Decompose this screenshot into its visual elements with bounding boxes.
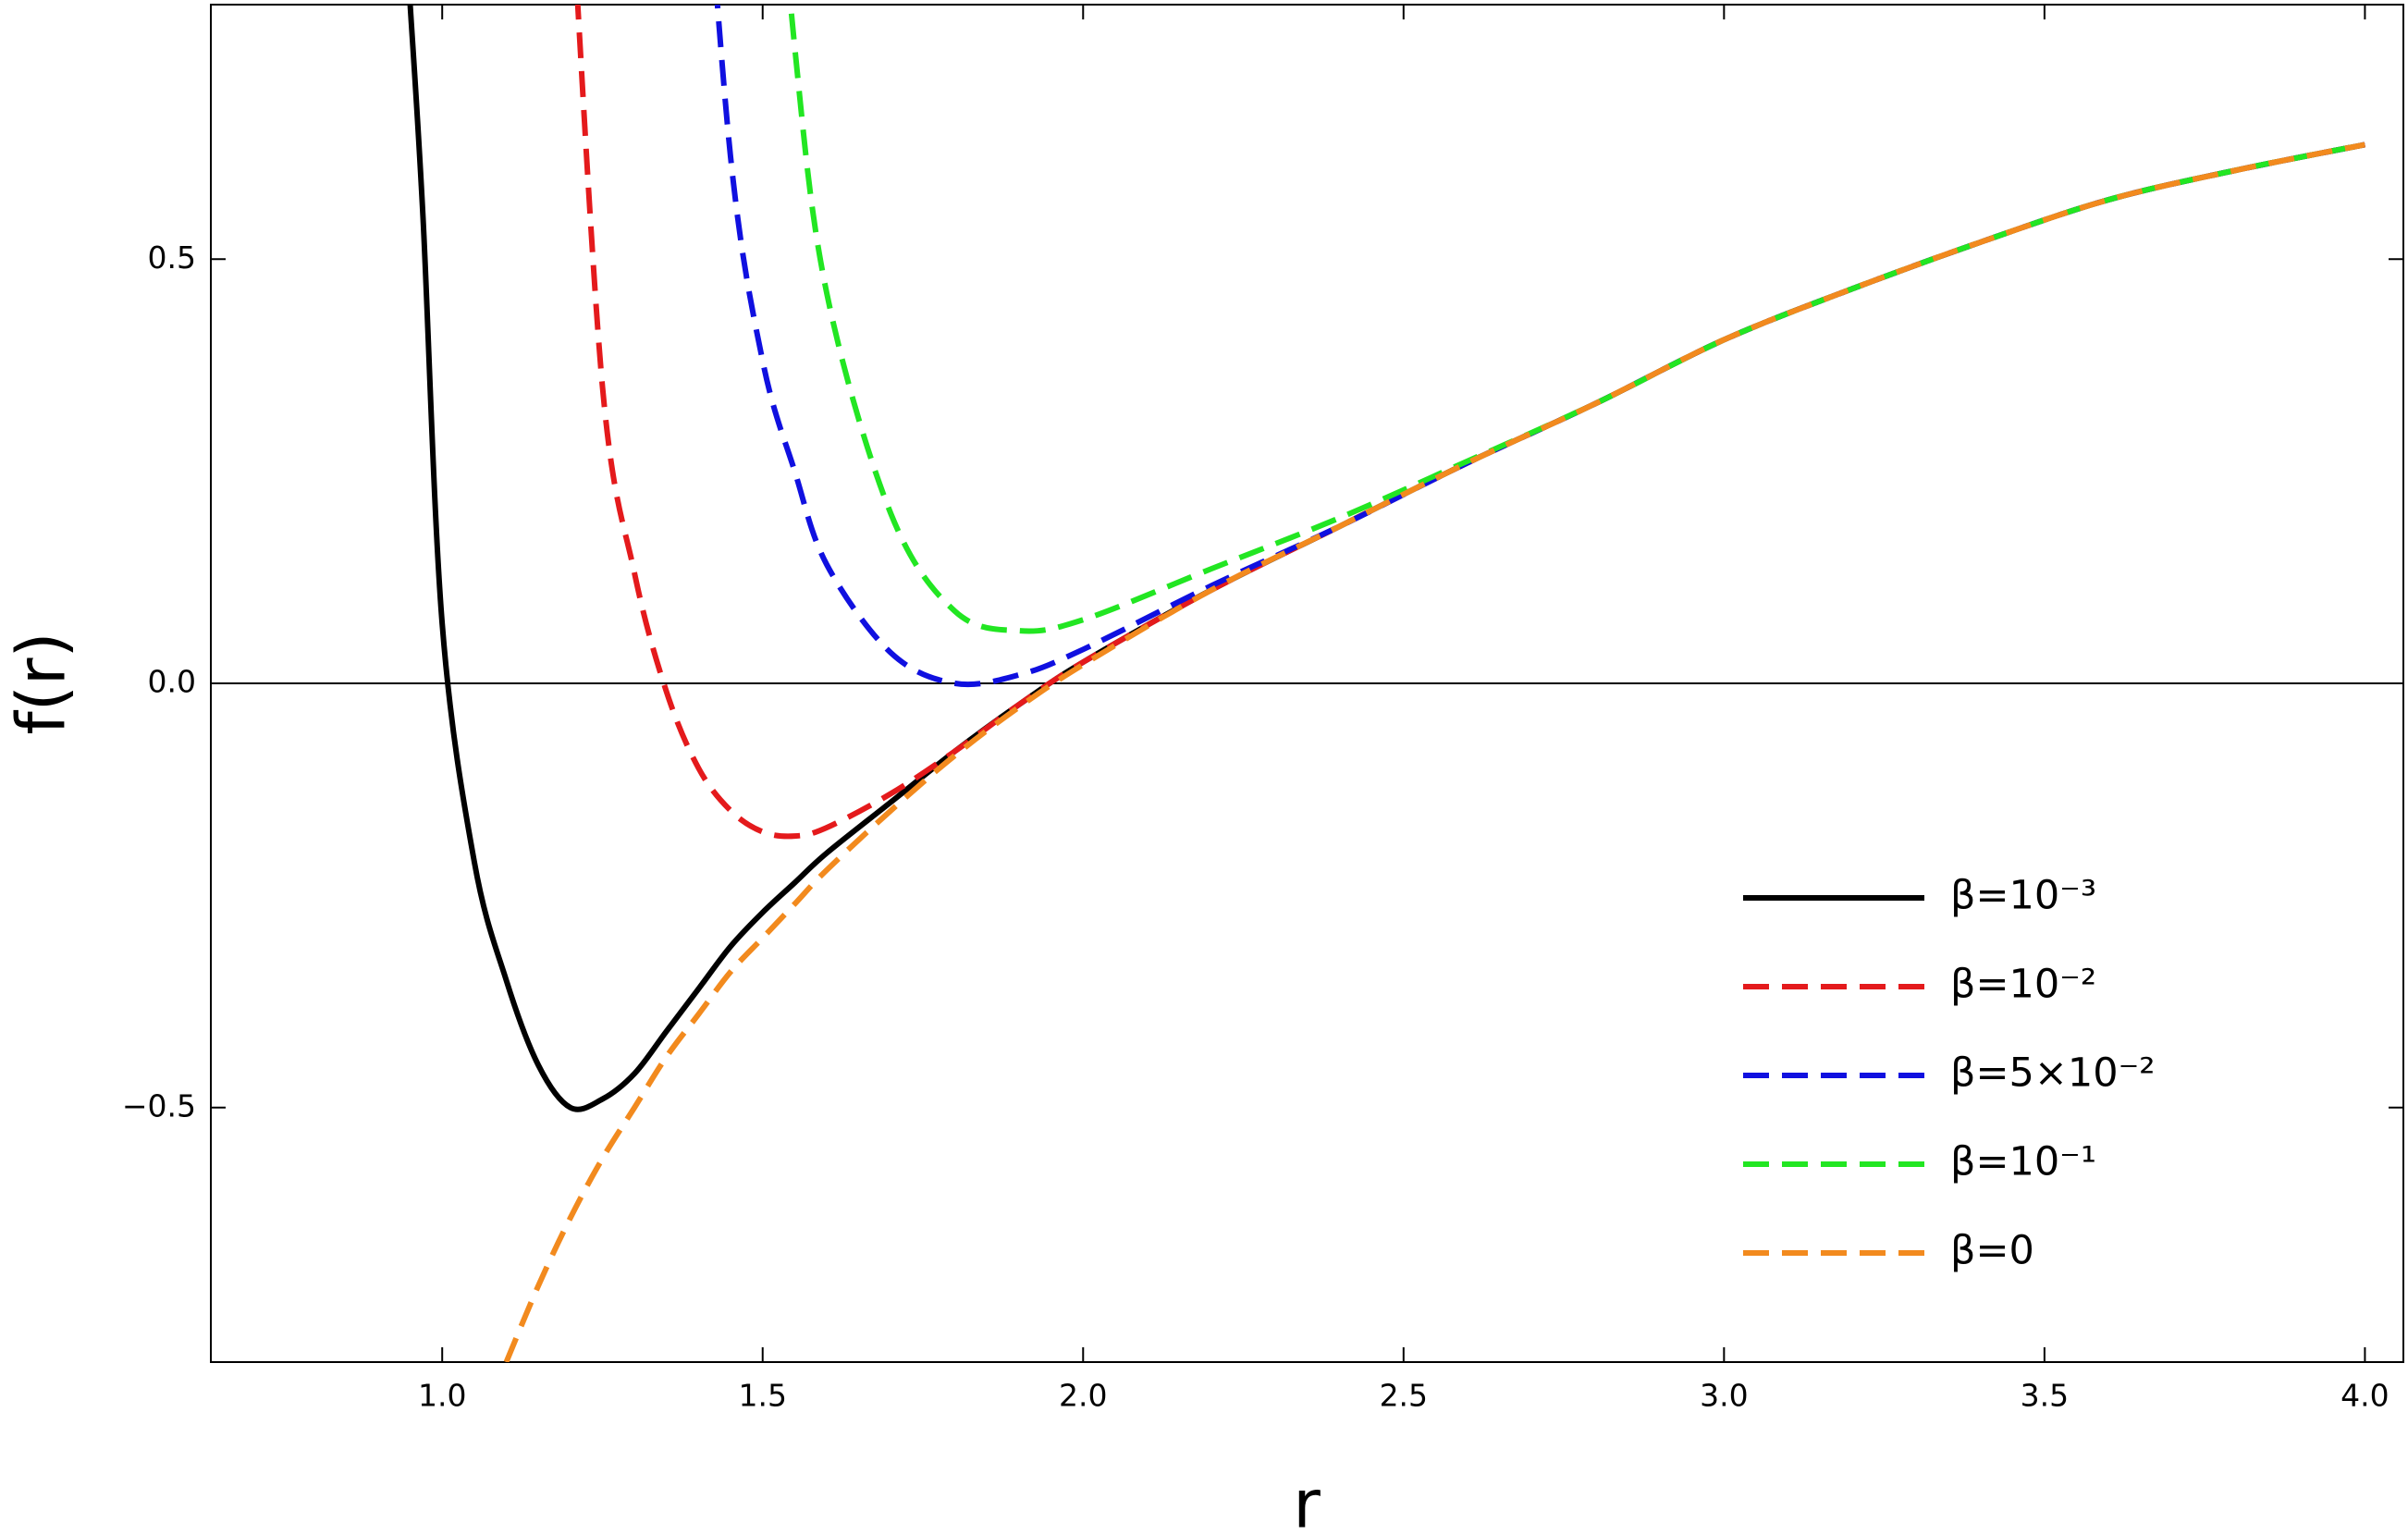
- legend-label: β=10⁻¹: [1950, 1139, 2096, 1185]
- x-tick-label: 1.0: [418, 1378, 466, 1414]
- x-tick-label: 2.0: [1059, 1378, 1107, 1414]
- x-axis-label: r: [1293, 1466, 1321, 1535]
- line-series: [787, 5, 2366, 634]
- x-tick-label: 2.5: [1380, 1378, 1428, 1414]
- y-tick-label: 0.5: [148, 239, 196, 276]
- y-tick-label: 0.0: [148, 664, 196, 700]
- y-tick-label: −0.5: [122, 1087, 196, 1124]
- line-series: [714, 5, 2366, 688]
- x-tick-label: 3.5: [2021, 1378, 2069, 1414]
- plot-area: [407, 5, 2366, 1362]
- legend-label: β=10⁻²: [1950, 962, 2096, 1008]
- line-series: [574, 5, 2366, 840]
- line-series: [407, 5, 2366, 1112]
- y-axis-label: f(r): [3, 632, 80, 734]
- x-tick-label: 3.0: [1700, 1378, 1748, 1414]
- legend-label: β=10⁻³: [1950, 873, 2096, 919]
- line-series: [503, 141, 2366, 1362]
- legend-label: β=5×10⁻²: [1950, 1050, 2156, 1097]
- x-tick-label: 1.5: [738, 1378, 786, 1414]
- x-tick-label: 4.0: [2340, 1378, 2389, 1414]
- legend-label: β=0: [1950, 1228, 2034, 1274]
